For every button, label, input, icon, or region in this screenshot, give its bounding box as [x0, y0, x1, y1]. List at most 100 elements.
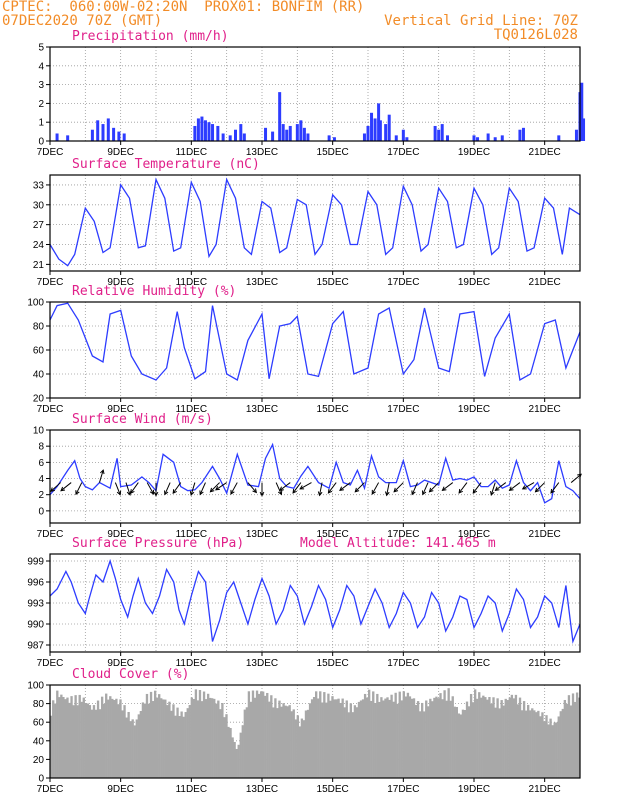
- wind-arrow: [190, 482, 196, 496]
- wind-arrow-head: [252, 488, 258, 494]
- wind-arrow: [60, 482, 72, 492]
- cloud-bar: [539, 716, 542, 778]
- wind-arrow: [490, 482, 496, 496]
- precip-bar: [302, 127, 306, 141]
- cloud-bar: [184, 712, 187, 778]
- precip-bar: [433, 125, 437, 141]
- precip-bar: [574, 129, 578, 141]
- cloud-bar: [529, 710, 532, 778]
- cloud-bar: [333, 699, 336, 778]
- precip-bar: [288, 125, 292, 141]
- x-tick-label: 21DEC: [529, 658, 561, 669]
- cloud-bar: [158, 694, 161, 778]
- x-tick-label: 7DEC: [37, 404, 64, 415]
- cloud-bar: [359, 700, 363, 778]
- cloud-bar: [335, 699, 338, 778]
- cloud-bar: [443, 690, 446, 778]
- cloud-bar: [486, 699, 489, 778]
- cloud-bar: [410, 698, 414, 778]
- wind-arrow: [339, 482, 351, 491]
- y-tick-label: 987: [27, 641, 44, 652]
- precip-bar: [394, 135, 398, 141]
- wind-arrow-head: [494, 486, 500, 491]
- y-tick-label: 2: [38, 99, 44, 110]
- cloud-bar: [178, 716, 181, 778]
- cloud-bar: [329, 700, 332, 778]
- wind-arrow-head: [317, 491, 323, 497]
- y-tick-label: 4: [38, 61, 44, 72]
- x-tick-label: 15DEC: [317, 277, 349, 288]
- cloud-bar: [506, 700, 509, 778]
- wind-arrow-head: [458, 488, 463, 494]
- wind-arrow: [275, 482, 282, 495]
- y-tick-label: 10: [33, 426, 45, 437]
- cloud-bar: [457, 713, 461, 778]
- cloud-bar: [164, 699, 167, 778]
- x-tick-label: 9DEC: [107, 404, 134, 415]
- cloud-bar: [388, 699, 391, 778]
- cloud-bar: [298, 726, 302, 778]
- cloud-bar: [549, 718, 552, 778]
- precip-bar: [228, 135, 232, 141]
- precip-bar: [387, 114, 391, 141]
- cloud-bar: [229, 728, 232, 778]
- x-tick-label: 9DEC: [107, 658, 134, 669]
- x-tick-label: 11DEC: [176, 277, 208, 288]
- cloud-bar: [488, 696, 491, 778]
- cloud-bar: [476, 698, 479, 778]
- series-line: [49, 558, 581, 645]
- precip-bar: [106, 118, 110, 141]
- y-tick-label: 990: [27, 620, 44, 631]
- header-date: 07DEC2020 70Z (GMT): [2, 13, 163, 29]
- wind-arrow-head: [130, 489, 135, 494]
- cloud-bar: [202, 691, 206, 778]
- wind-arrow: [411, 482, 418, 495]
- cloud-bar: [561, 708, 564, 778]
- cloud-bar: [111, 698, 114, 778]
- cloud-bar: [337, 698, 340, 778]
- y-tick-label: 993: [27, 599, 44, 610]
- cloud-bar: [243, 709, 246, 778]
- y-tick-label: 6: [38, 458, 44, 469]
- y-tick-label: 2: [38, 490, 44, 501]
- cloud-bar: [78, 694, 81, 778]
- precip-bar: [117, 131, 121, 141]
- cloud-bar: [496, 698, 499, 778]
- precip-bar: [521, 127, 525, 141]
- panel-title: Precipitation (mm/h): [72, 29, 229, 44]
- x-tick-label: 7DEC: [37, 277, 64, 288]
- cloud-bar: [135, 719, 138, 778]
- series-line: [49, 442, 581, 504]
- header-line1: CPTEC: 060:00W-02:20N PROX01: BONFIM (RR…: [2, 0, 365, 15]
- cloud-bar: [245, 707, 249, 778]
- cloud-bar: [575, 692, 579, 778]
- wind-arrow: [164, 482, 171, 495]
- cloud-bar: [247, 691, 251, 778]
- cloud-bar: [423, 711, 426, 778]
- x-tick-label: 15DEC: [317, 404, 349, 415]
- cloud-bar: [219, 709, 222, 778]
- wind-arrow-head: [199, 490, 204, 496]
- cloud-bar: [353, 705, 357, 778]
- x-tick-label: 11DEC: [176, 784, 208, 795]
- precip-bar: [493, 137, 497, 141]
- cloud-bar: [349, 703, 352, 778]
- cloud-bar: [498, 708, 501, 778]
- cloud-bar: [412, 698, 416, 778]
- cloud-bar: [213, 698, 216, 778]
- cloud-bar: [117, 704, 120, 778]
- cloud-bar: [365, 697, 369, 778]
- cloud-bar: [62, 697, 65, 778]
- y-tick-label: 21: [33, 260, 45, 271]
- precip-bar: [582, 118, 586, 141]
- cloud-bar: [50, 715, 53, 778]
- cloud-bar: [394, 692, 397, 778]
- cloud-bar: [221, 703, 224, 778]
- cloud-bar: [437, 698, 440, 778]
- cloud-bar: [557, 716, 560, 778]
- cloud-bar: [345, 700, 348, 778]
- cloud-bar: [174, 715, 177, 778]
- cloud-bar: [88, 705, 92, 778]
- precip-bar: [122, 133, 126, 141]
- wind-arrow-head: [189, 491, 195, 497]
